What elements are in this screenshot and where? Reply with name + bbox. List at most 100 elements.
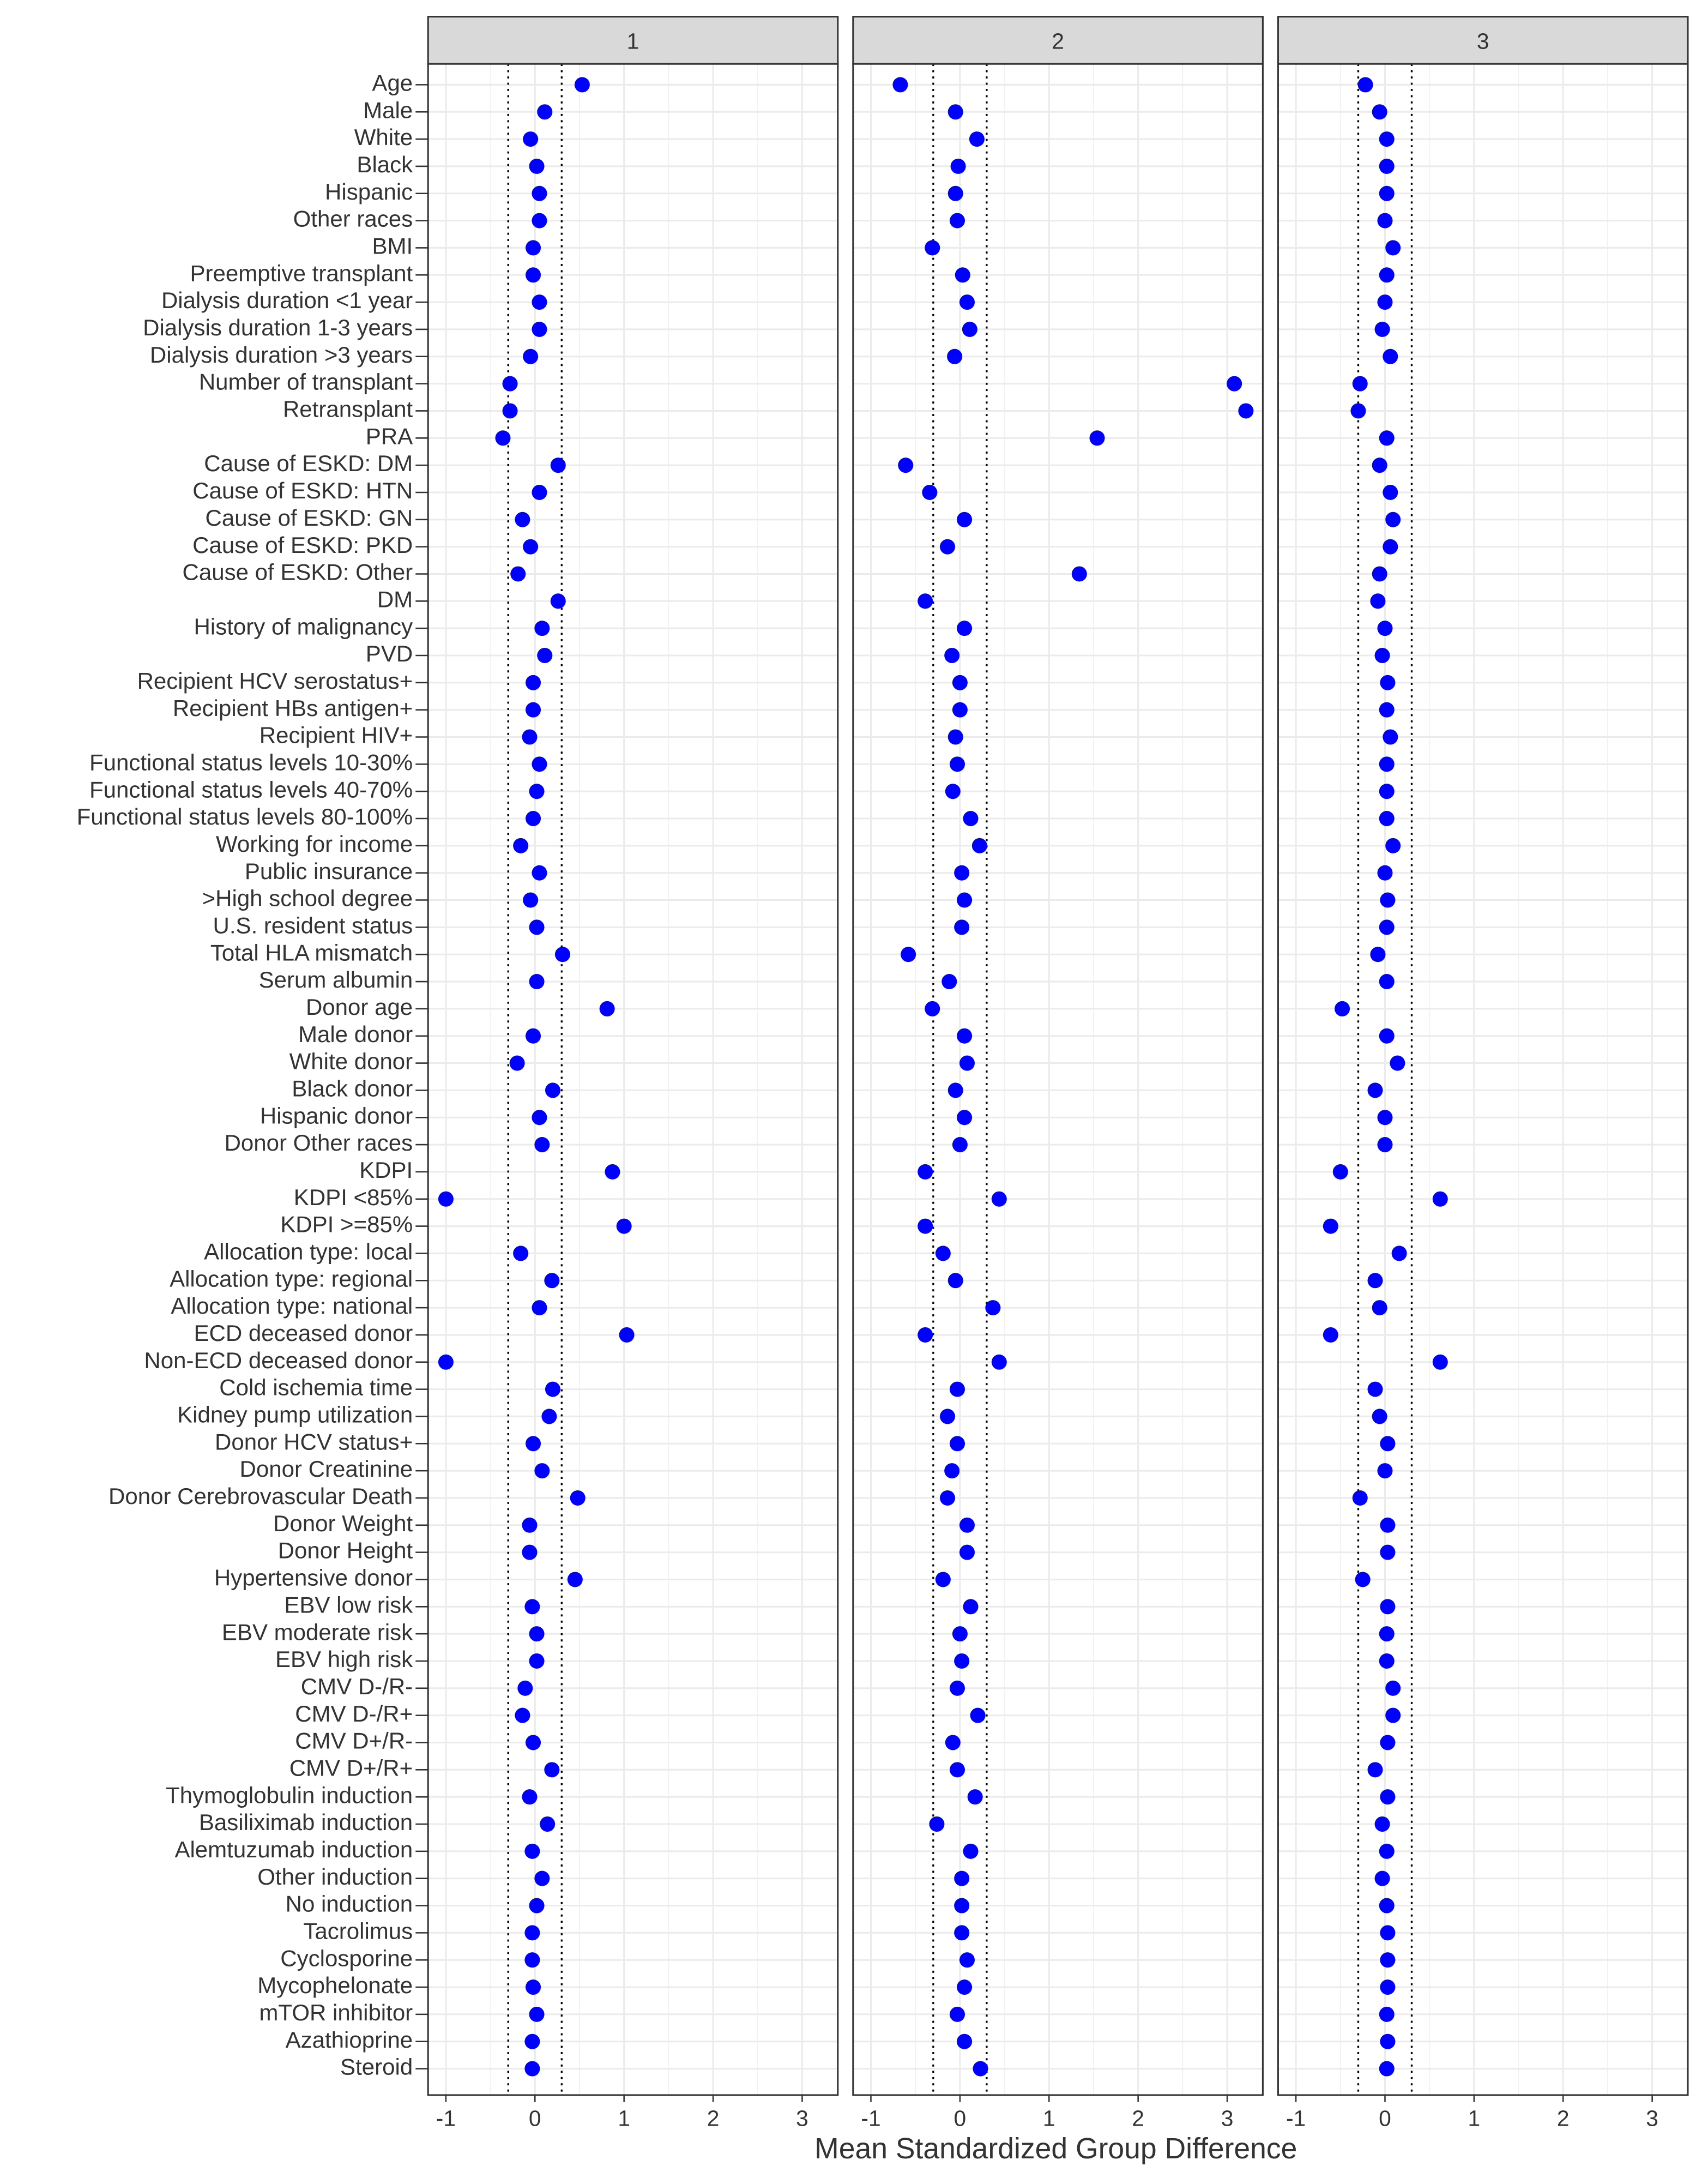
dot — [1385, 240, 1401, 256]
dot — [1227, 376, 1242, 392]
dot — [534, 1870, 550, 1886]
dot — [526, 1735, 541, 1750]
dot — [1377, 1110, 1393, 1126]
dot — [1379, 784, 1395, 799]
dot — [529, 1898, 545, 1914]
dot — [1374, 1870, 1390, 1886]
dot — [935, 1572, 951, 1587]
category-label: White — [354, 124, 413, 150]
dot — [941, 974, 957, 990]
dot — [1380, 1925, 1396, 1941]
category-label: Cause of ESKD: Other — [183, 559, 413, 585]
dot — [1380, 1735, 1396, 1750]
category-label: Donor Height — [278, 1538, 413, 1563]
dot — [526, 1436, 541, 1452]
dot — [540, 1816, 556, 1832]
panel — [853, 64, 1263, 2095]
category-label: Number of transplant — [199, 369, 413, 395]
dot — [1379, 1898, 1395, 1914]
dot — [1355, 1572, 1371, 1587]
dot — [952, 702, 968, 718]
dot — [515, 512, 530, 527]
x-tick-label: 1 — [1043, 2106, 1055, 2131]
dot — [529, 158, 545, 174]
category-label: CMV D+/R- — [295, 1728, 413, 1754]
category-label: Donor Other races — [225, 1130, 413, 1156]
dot — [513, 1246, 529, 1261]
dot — [554, 947, 570, 962]
dot — [1089, 430, 1105, 446]
dot — [1238, 403, 1254, 419]
dot — [526, 1980, 541, 1995]
dot — [1372, 566, 1387, 582]
dot — [438, 1354, 454, 1370]
category-label: >High school degree — [202, 886, 413, 911]
dot — [529, 919, 545, 935]
dot — [524, 1925, 540, 1941]
dot — [1391, 1246, 1407, 1261]
dot — [949, 213, 965, 228]
dot — [1357, 77, 1373, 93]
dot — [1367, 1273, 1383, 1289]
dot — [955, 267, 970, 283]
x-tick-label: 3 — [1221, 2106, 1234, 2131]
dot — [925, 240, 940, 256]
dot — [1380, 1436, 1396, 1452]
dot — [1379, 131, 1395, 147]
dot — [502, 403, 518, 419]
dot — [949, 1381, 965, 1397]
dot — [1383, 484, 1398, 500]
category-label: EBV moderate risk — [222, 1619, 413, 1645]
dot — [616, 1218, 632, 1234]
x-tick-label: -1 — [1286, 2106, 1306, 2131]
dot — [550, 458, 566, 473]
dot — [944, 647, 960, 664]
dot — [969, 131, 985, 147]
dot — [1372, 1409, 1387, 1424]
strip-label: 1 — [627, 29, 639, 54]
category-label: DM — [377, 586, 413, 612]
dot — [1372, 1300, 1387, 1316]
category-label: Donor Creatinine — [240, 1456, 413, 1482]
dot — [959, 294, 975, 310]
category-label: Dialysis duration <1 year — [161, 287, 413, 313]
dot — [957, 512, 973, 527]
dot — [954, 919, 970, 935]
dot — [973, 2061, 988, 2077]
category-label: Total HLA mismatch — [210, 940, 413, 965]
category-label: Allocation type: national — [171, 1293, 413, 1319]
dot — [950, 158, 966, 174]
dot — [957, 1110, 973, 1126]
dot — [1380, 1517, 1396, 1533]
dot — [529, 784, 545, 799]
dot — [957, 1980, 973, 1995]
dot — [532, 213, 547, 228]
dot — [517, 1680, 533, 1696]
dot — [513, 838, 529, 853]
category-label: Male — [363, 97, 413, 123]
dot — [1383, 539, 1398, 555]
dot — [529, 1626, 545, 1642]
dot — [1390, 1055, 1405, 1071]
dot — [1374, 647, 1390, 664]
dot — [954, 1898, 970, 1914]
dot — [1380, 1789, 1396, 1805]
panel-border — [852, 63, 1264, 2096]
dot — [959, 1952, 975, 1968]
dot — [532, 1300, 547, 1316]
dot — [957, 621, 973, 636]
dot — [970, 1707, 986, 1723]
dot — [522, 1544, 538, 1560]
dot — [1332, 1164, 1348, 1180]
dot — [947, 1273, 963, 1289]
dot — [532, 865, 547, 881]
dot — [954, 865, 970, 881]
dot — [991, 1191, 1007, 1207]
dot — [515, 1707, 530, 1723]
dot — [898, 458, 914, 473]
x-tick-label: 2 — [707, 2106, 720, 2131]
dot — [534, 1137, 550, 1153]
category-label: Cause of ESKD: HTN — [192, 478, 413, 503]
dot — [534, 621, 550, 636]
dot — [522, 1517, 538, 1533]
